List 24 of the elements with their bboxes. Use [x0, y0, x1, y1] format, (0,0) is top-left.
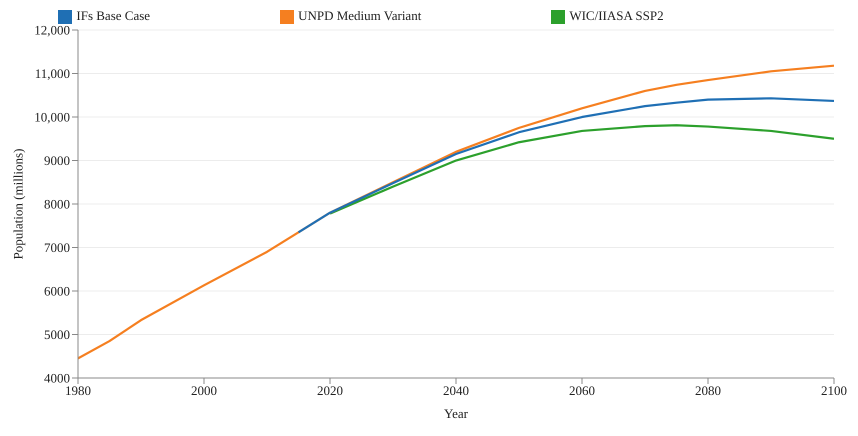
x-tick-label: 2020 [317, 383, 343, 398]
x-tick-label: 2080 [695, 383, 721, 398]
x-tick-label: 2100 [821, 383, 847, 398]
line-series [297, 97, 834, 234]
y-tick-label: 5000 [44, 327, 70, 342]
legend-label: IFs Base Case [76, 8, 150, 23]
y-tick-label: 12,000 [34, 22, 70, 38]
line-series [78, 64, 834, 360]
legend-label: UNPD Medium Variant [298, 8, 422, 23]
line-series [328, 124, 834, 215]
legend-label: WIC/IIASA SSP2 [569, 8, 664, 23]
y-tick-label: 4000 [44, 370, 70, 386]
x-tick-label: 2000 [191, 383, 217, 398]
x-tick-label: 2040 [443, 383, 469, 398]
x-axis-title: Year [444, 406, 469, 421]
y-tick-label: 6000 [44, 284, 70, 299]
y-tick-label: 10,000 [34, 110, 70, 125]
x-tick-label: 2060 [569, 383, 595, 398]
y-axis-title: Population (millions) [10, 148, 26, 260]
y-tick-label: 9000 [44, 153, 70, 168]
y-tick-label: 7000 [44, 240, 70, 256]
y-tick-label: 11,000 [34, 66, 70, 82]
x-tick-label: 1980 [65, 383, 91, 398]
y-tick-label: 8000 [44, 196, 70, 212]
